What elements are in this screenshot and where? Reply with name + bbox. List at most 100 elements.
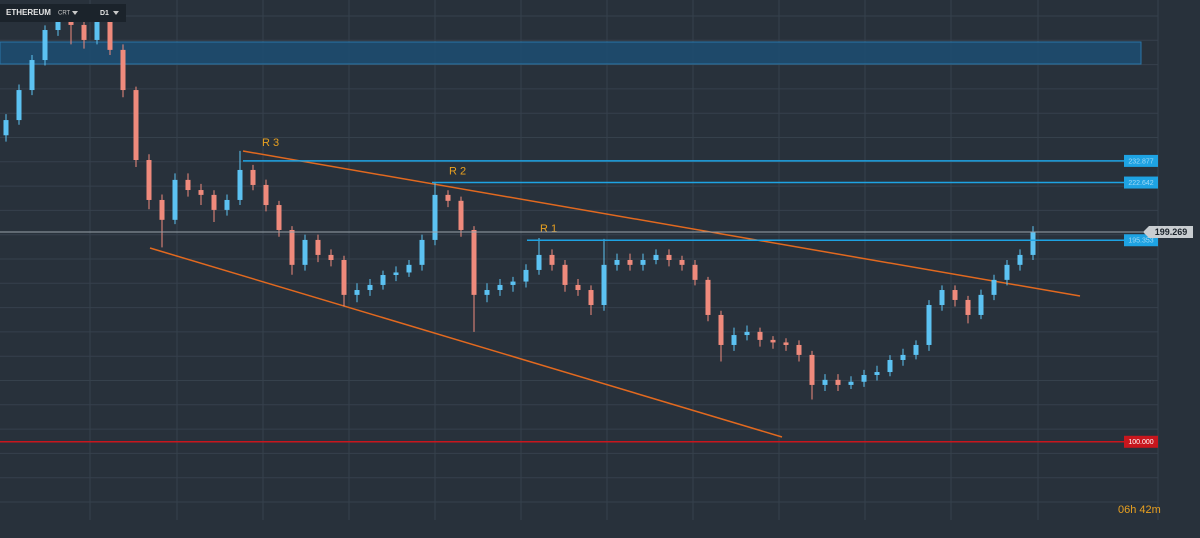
candle-body <box>55 20 61 31</box>
candle-body <box>614 260 620 265</box>
price-tag <box>1124 176 1158 189</box>
candle-body <box>744 331 750 336</box>
price-tag <box>1124 154 1158 167</box>
candle-body <box>575 284 581 291</box>
candle-body <box>133 90 139 161</box>
candle-body <box>107 20 113 50</box>
candle-body <box>185 179 191 191</box>
candle-body <box>16 90 22 121</box>
candle-body <box>549 254 555 265</box>
candle-body <box>172 179 178 220</box>
candle-body <box>3 120 9 136</box>
candle-body <box>900 354 906 360</box>
candle-timer: 06h 42m <box>1118 504 1161 516</box>
candle-body <box>484 290 490 295</box>
price-label: 232.877 <box>1128 158 1153 165</box>
candle-body <box>952 290 958 300</box>
candle-body <box>835 379 841 385</box>
candle-body <box>1004 264 1010 280</box>
candle-body <box>1030 231 1036 255</box>
trend-line <box>242 150 1081 297</box>
candle-body <box>874 372 880 375</box>
timeframe[interactable]: D1 <box>100 10 109 17</box>
candle-body <box>783 342 789 345</box>
candle-body <box>120 49 126 91</box>
candle-body <box>471 229 477 295</box>
candle-body <box>68 20 74 25</box>
candle-body <box>926 305 932 345</box>
trend-line <box>149 247 783 438</box>
candle-body <box>224 199 230 210</box>
candle-body <box>1017 254 1023 265</box>
candle-body <box>523 269 529 282</box>
candle-body <box>692 264 698 280</box>
candle-body <box>419 239 425 265</box>
candle-body <box>627 260 633 265</box>
candle-body <box>861 374 867 382</box>
chart-type[interactable]: CRT <box>58 11 71 17</box>
candle-body <box>601 264 607 306</box>
level-name: R 1 <box>540 223 557 235</box>
candle-body <box>315 239 321 255</box>
supply-zone <box>0 41 1142 65</box>
candle-body <box>939 290 945 306</box>
level-name: R 2 <box>449 165 466 177</box>
price-tag <box>1124 435 1158 448</box>
candle-body <box>289 229 295 265</box>
last-price-label: 199.269 <box>1155 227 1188 237</box>
candle-body <box>913 344 919 355</box>
candle-body <box>731 335 737 345</box>
candle-body <box>679 260 685 265</box>
candle-body <box>445 194 451 201</box>
grid <box>89 0 1159 520</box>
candle-body <box>458 200 464 230</box>
grid <box>0 15 1158 503</box>
candle-body <box>991 279 997 295</box>
candle-body <box>536 254 542 270</box>
last-price-tag <box>1143 225 1193 238</box>
candle-body <box>380 275 386 285</box>
dropdown-arrow[interactable] <box>72 11 78 15</box>
candle-body <box>29 60 35 91</box>
candle-body <box>822 379 828 385</box>
candle-body <box>965 299 971 315</box>
price-label: 222.642 <box>1128 180 1153 187</box>
candle-body <box>81 24 87 40</box>
candle-body <box>211 194 217 210</box>
candle-body <box>406 264 412 273</box>
toolbar <box>0 4 126 22</box>
candle-body <box>302 239 308 265</box>
candle-body <box>276 205 282 230</box>
candle-body <box>809 354 815 385</box>
dropdown-arrow[interactable] <box>113 11 119 15</box>
candle-body <box>757 331 763 340</box>
candle-body <box>367 284 373 291</box>
candle-body <box>354 290 360 295</box>
candle-body <box>796 344 802 355</box>
candle-body <box>666 254 672 260</box>
candle-body <box>263 184 269 206</box>
candle-body <box>978 294 984 315</box>
candle-body <box>328 254 334 260</box>
candle-body <box>146 160 152 200</box>
candle-body <box>640 260 646 265</box>
candle-body <box>770 339 776 343</box>
candle-body <box>848 381 854 385</box>
candle-body <box>250 169 256 185</box>
candle-body <box>341 260 347 295</box>
candle-body <box>510 281 516 285</box>
candle-body <box>653 254 659 260</box>
symbol[interactable]: ETHEREUM <box>6 8 51 17</box>
candle-body <box>887 359 893 373</box>
candle-body <box>432 194 438 240</box>
candle-body <box>497 284 503 291</box>
candle-body <box>94 20 100 40</box>
price-label: 195.353 <box>1128 238 1153 245</box>
plot <box>3 14 1036 400</box>
candle-body <box>42 30 48 61</box>
candle-body <box>237 169 243 200</box>
candle-body <box>588 290 594 306</box>
candle-body <box>718 314 724 345</box>
level-name: R 3 <box>262 137 279 149</box>
